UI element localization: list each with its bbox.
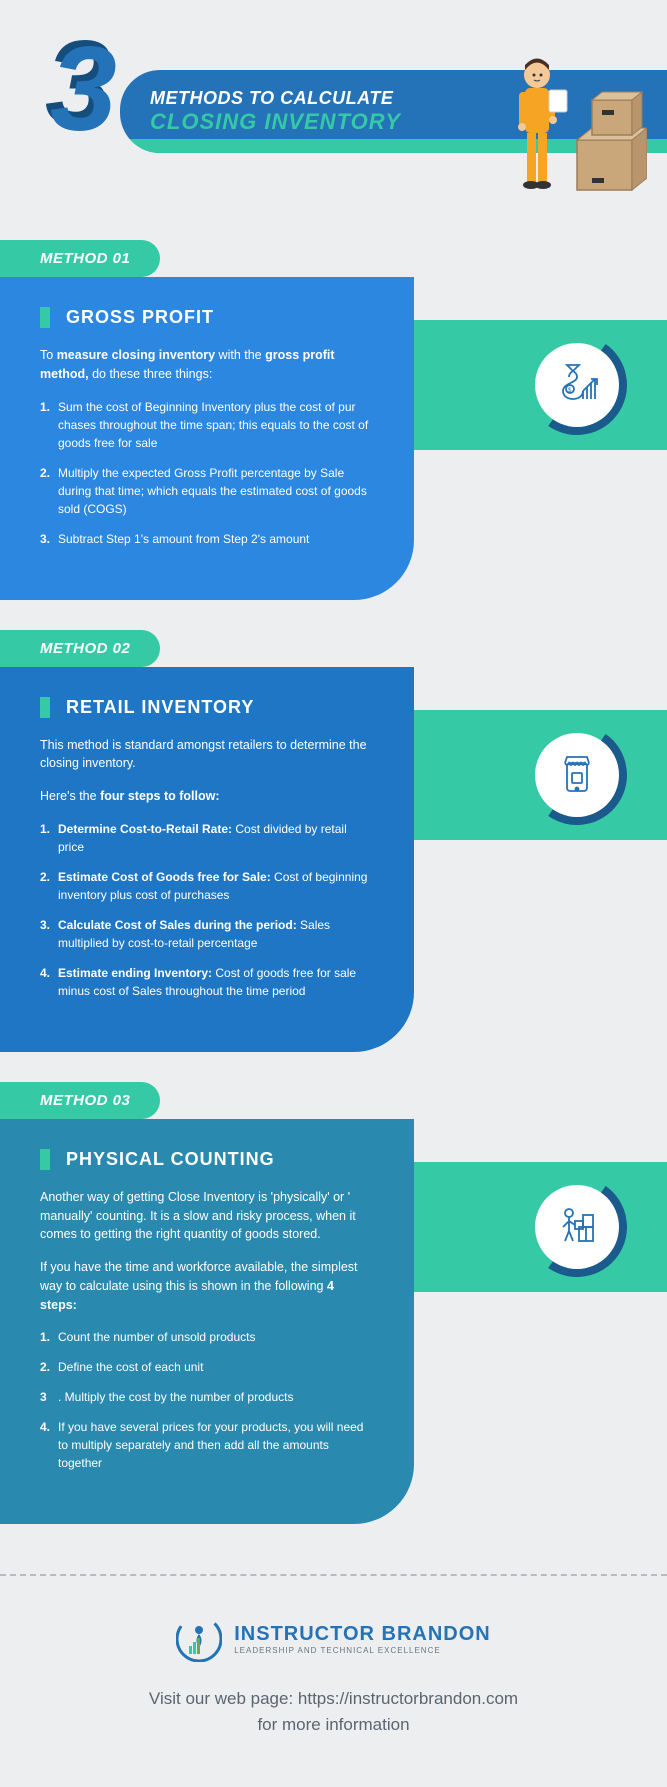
method-1-step: 2.Multiply the expected Gross Profit per… <box>40 464 374 518</box>
method-3-intro: Another way of getting Close Inventory i… <box>40 1188 374 1244</box>
header-number: 3 <box>50 20 112 158</box>
method-2-steps: 1.Determine Cost-to-Retail Rate: Cost di… <box>40 820 374 1000</box>
icon-circle: $ <box>535 343 619 427</box>
method-3-step: 4.If you have several prices for your pr… <box>40 1418 374 1472</box>
method-2-card: RETAIL INVENTORY This method is standard… <box>0 667 414 1052</box>
method-2-step: 1.Determine Cost-to-Retail Rate: Cost di… <box>40 820 374 856</box>
method-3-tab: METHOD 03 <box>0 1082 160 1119</box>
method-3-section: METHOD 03 PHYSICAL COUNTING Another way … <box>0 1082 667 1525</box>
icon-arc: $ <box>519 327 635 443</box>
method-2-title: RETAIL INVENTORY <box>40 697 374 718</box>
icon-circle <box>535 1185 619 1269</box>
method-3-title: PHYSICAL COUNTING <box>40 1149 374 1170</box>
footer-cta: Visit our web page: https://instructorbr… <box>20 1686 647 1737</box>
brand-logo-icon <box>176 1616 222 1662</box>
method-1-step: 3.Subtract Step 1's amount from Step 2's… <box>40 530 374 548</box>
method-1-steps: 1.Sum the cost of Beginning Inventory pl… <box>40 398 374 548</box>
method-2-section: METHOD 02 RETAIL INVENTORY This method i… <box>0 630 667 1052</box>
method-3-subintro: If you have the time and workforce avail… <box>40 1258 374 1314</box>
method-3-step: 2.Define the cost of each unit <box>40 1358 374 1376</box>
icon-arc <box>519 1169 635 1285</box>
icon-circle <box>535 733 619 817</box>
footer-cta-line1: Visit our web page: https://instructorbr… <box>20 1686 647 1712</box>
method-1-title: GROSS PROFIT <box>40 307 374 328</box>
method-3-step: 1.Count the number of unsold products <box>40 1328 374 1346</box>
method-2-step: 4.Estimate ending Inventory: Cost of goo… <box>40 964 374 1000</box>
method-2-step: 3.Calculate Cost of Sales during the per… <box>40 916 374 952</box>
footer-logo: INSTRUCTOR BRANDON LEADERSHIP AND TECHNI… <box>20 1616 647 1662</box>
method-3-steps: 1.Count the number of unsold products 2.… <box>40 1328 374 1472</box>
method-1-intro: To measure closing inventory with the gr… <box>40 346 374 384</box>
method-1-card: GROSS PROFIT To measure closing inventor… <box>0 277 414 600</box>
footer-tagline: LEADERSHIP AND TECHNICAL EXCELLENCE <box>234 1646 491 1655</box>
footer: INSTRUCTOR BRANDON LEADERSHIP AND TECHNI… <box>0 1574 667 1787</box>
footer-brand: INSTRUCTOR BRANDON <box>234 1623 491 1646</box>
header-illustration <box>497 20 647 200</box>
icon-arc <box>519 717 635 833</box>
footer-logo-text: INSTRUCTOR BRANDON LEADERSHIP AND TECHNI… <box>234 1623 491 1655</box>
method-2-intro: This method is standard amongst retailer… <box>40 736 374 774</box>
footer-cta-line2: for more information <box>20 1712 647 1738</box>
method-3-step: 3. Multiply the cost by the number of pr… <box>40 1388 374 1406</box>
worker-boxes-icon <box>553 1200 601 1253</box>
money-growth-icon: $ <box>553 359 601 412</box>
method-1-tab: METHOD 01 <box>0 240 160 277</box>
method-1-step: 1.Sum the cost of Beginning Inventory pl… <box>40 398 374 452</box>
method-2-step: 2.Estimate Cost of Goods free for Sale: … <box>40 868 374 904</box>
retail-store-icon <box>553 748 601 801</box>
header: 3 3 METHODS TO CALCULATE CLOSING INVENTO… <box>0 0 667 240</box>
method-3-card: PHYSICAL COUNTING Another way of getting… <box>0 1119 414 1525</box>
method-2-subintro: Here's the four steps to follow: <box>40 787 374 806</box>
method-1-section: METHOD 01 $ GROSS PROFIT To measure clos… <box>0 240 667 600</box>
method-2-tab: METHOD 02 <box>0 630 160 667</box>
